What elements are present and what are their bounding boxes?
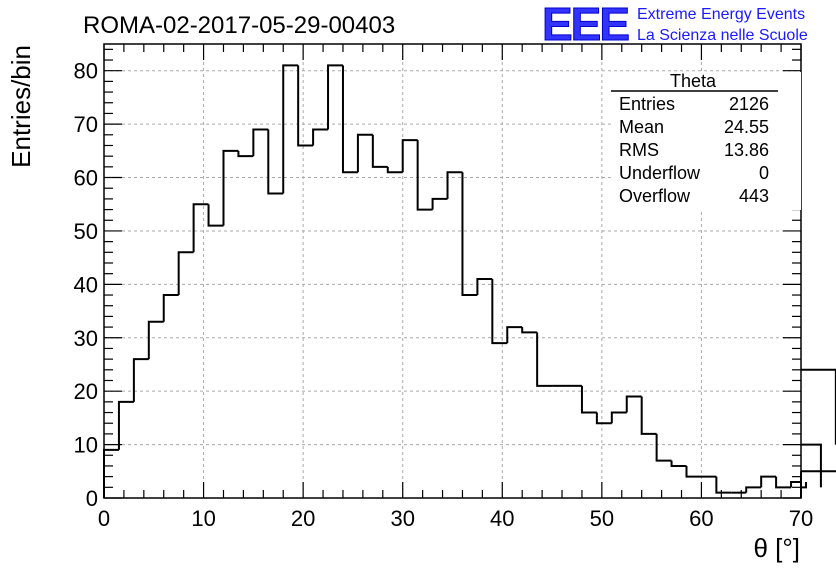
histogram-bin bbox=[207, 204, 224, 227]
y-tick-label: 0 bbox=[86, 486, 98, 511]
histogram-bin bbox=[117, 400, 134, 450]
x-tick-label: 20 bbox=[291, 506, 315, 531]
x-tick-label: 60 bbox=[689, 506, 713, 531]
histogram-bin bbox=[297, 65, 314, 147]
histogram-bin bbox=[715, 476, 732, 494]
histogram-bin bbox=[610, 411, 627, 424]
histogram-bin bbox=[416, 140, 433, 211]
stats-row-value: 13.86 bbox=[724, 140, 769, 160]
x-tick-label: 30 bbox=[390, 506, 414, 531]
x-tick-label: 50 bbox=[590, 506, 614, 531]
y-tick-label: 70 bbox=[74, 112, 98, 137]
histogram-bin bbox=[222, 149, 239, 226]
histogram-bin bbox=[132, 358, 149, 402]
histogram-bin bbox=[267, 129, 284, 195]
histogram-bin bbox=[103, 448, 119, 498]
histogram-bin bbox=[580, 385, 597, 414]
histogram-bin bbox=[192, 203, 209, 253]
stats-row-value: 0 bbox=[759, 163, 769, 183]
histogram-bin bbox=[312, 128, 329, 146]
stats-row-value: 443 bbox=[739, 186, 769, 206]
x-tick-label: 40 bbox=[490, 506, 514, 531]
histogram-bin bbox=[536, 332, 553, 387]
stats-row-label: Mean bbox=[619, 117, 664, 137]
stats-row-value: 2126 bbox=[729, 94, 769, 114]
histogram-bin bbox=[506, 326, 523, 344]
stats-rows: Entries 2126 Mean 24.55 RMS 13.86 Underflow 0 Ov… bbox=[619, 94, 769, 206]
histogram-bin bbox=[521, 327, 538, 334]
stats-row-value: 24.55 bbox=[724, 117, 769, 137]
histogram-bin bbox=[670, 460, 687, 467]
histogram-bin bbox=[685, 465, 702, 478]
histogram-bin bbox=[282, 64, 299, 194]
histogram-bin bbox=[431, 197, 448, 210]
plot-frame-rect bbox=[103, 43, 802, 499]
histogram-bin bbox=[640, 396, 657, 435]
stats-row-label: Underflow bbox=[619, 163, 701, 183]
histogram-bin bbox=[147, 320, 164, 360]
x-axis-title: θ [°] bbox=[753, 533, 800, 563]
stats-row-label: Overflow bbox=[619, 186, 691, 206]
stats-box-background bbox=[611, 72, 801, 210]
histogram-bin bbox=[801, 443, 822, 488]
histogram-bin bbox=[461, 172, 478, 297]
histogram-bin bbox=[446, 171, 463, 199]
histogram-bin bbox=[801, 481, 807, 489]
histogram-bin bbox=[177, 251, 194, 296]
y-tick-label: 30 bbox=[74, 326, 98, 351]
stats-row-label: RMS bbox=[619, 140, 659, 160]
histogram-bin bbox=[595, 412, 612, 425]
histogram-bin bbox=[341, 65, 358, 174]
y-tick-label: 80 bbox=[74, 59, 98, 84]
histogram-bin bbox=[491, 279, 508, 345]
histogram-bin bbox=[356, 133, 373, 173]
eee-logo-line2: La Scienza nelle Scuole bbox=[637, 27, 808, 44]
histogram-bin bbox=[625, 395, 642, 413]
stats-title: Theta bbox=[670, 71, 717, 91]
histogram-bin bbox=[655, 433, 672, 462]
histogram-bin bbox=[801, 470, 836, 473]
stats-row-label: Entries bbox=[619, 94, 675, 114]
eee-logo: EEE bbox=[542, 0, 628, 50]
x-tick-label: 0 bbox=[98, 506, 110, 531]
histogram-bin bbox=[237, 150, 254, 158]
histogram-bars bbox=[103, 64, 836, 498]
y-tick-label: 20 bbox=[74, 379, 98, 404]
eee-logo-line1: Extreme Energy Events bbox=[637, 6, 805, 23]
y-tick-label: 40 bbox=[74, 272, 98, 297]
y-tick-label: 10 bbox=[74, 433, 98, 458]
histogram-bin bbox=[327, 64, 343, 130]
y-tick-label: 60 bbox=[74, 166, 98, 191]
grid-lines bbox=[104, 44, 801, 498]
histogram-bin bbox=[401, 139, 418, 173]
histogram-bin bbox=[775, 476, 792, 489]
histogram-bin bbox=[386, 166, 403, 174]
histogram-bin bbox=[760, 475, 777, 488]
histogram-bin bbox=[252, 128, 269, 157]
stats-box: Theta Entries 2126 Mean 24.55 RMS 13.86 Underf… bbox=[611, 71, 801, 210]
y-tick-label: 50 bbox=[74, 219, 98, 244]
histogram-bin bbox=[162, 294, 179, 322]
x-tick-label: 10 bbox=[191, 506, 215, 531]
histogram-bin bbox=[371, 134, 388, 168]
chart-title: ROMA-02-2017-05-29-00403 bbox=[83, 12, 395, 39]
histogram-bin bbox=[476, 278, 493, 296]
x-tick-label: 70 bbox=[789, 506, 813, 531]
y-axis-title: Entries/bin bbox=[6, 45, 36, 168]
histogram-bin bbox=[801, 368, 836, 445]
histogram-bin bbox=[790, 480, 801, 488]
tick-labels: 0 10 20 30 40 50 60 70 0 10 20 30 40 50 60 70 80 bbox=[74, 59, 814, 531]
histogram-bin bbox=[745, 486, 762, 493]
